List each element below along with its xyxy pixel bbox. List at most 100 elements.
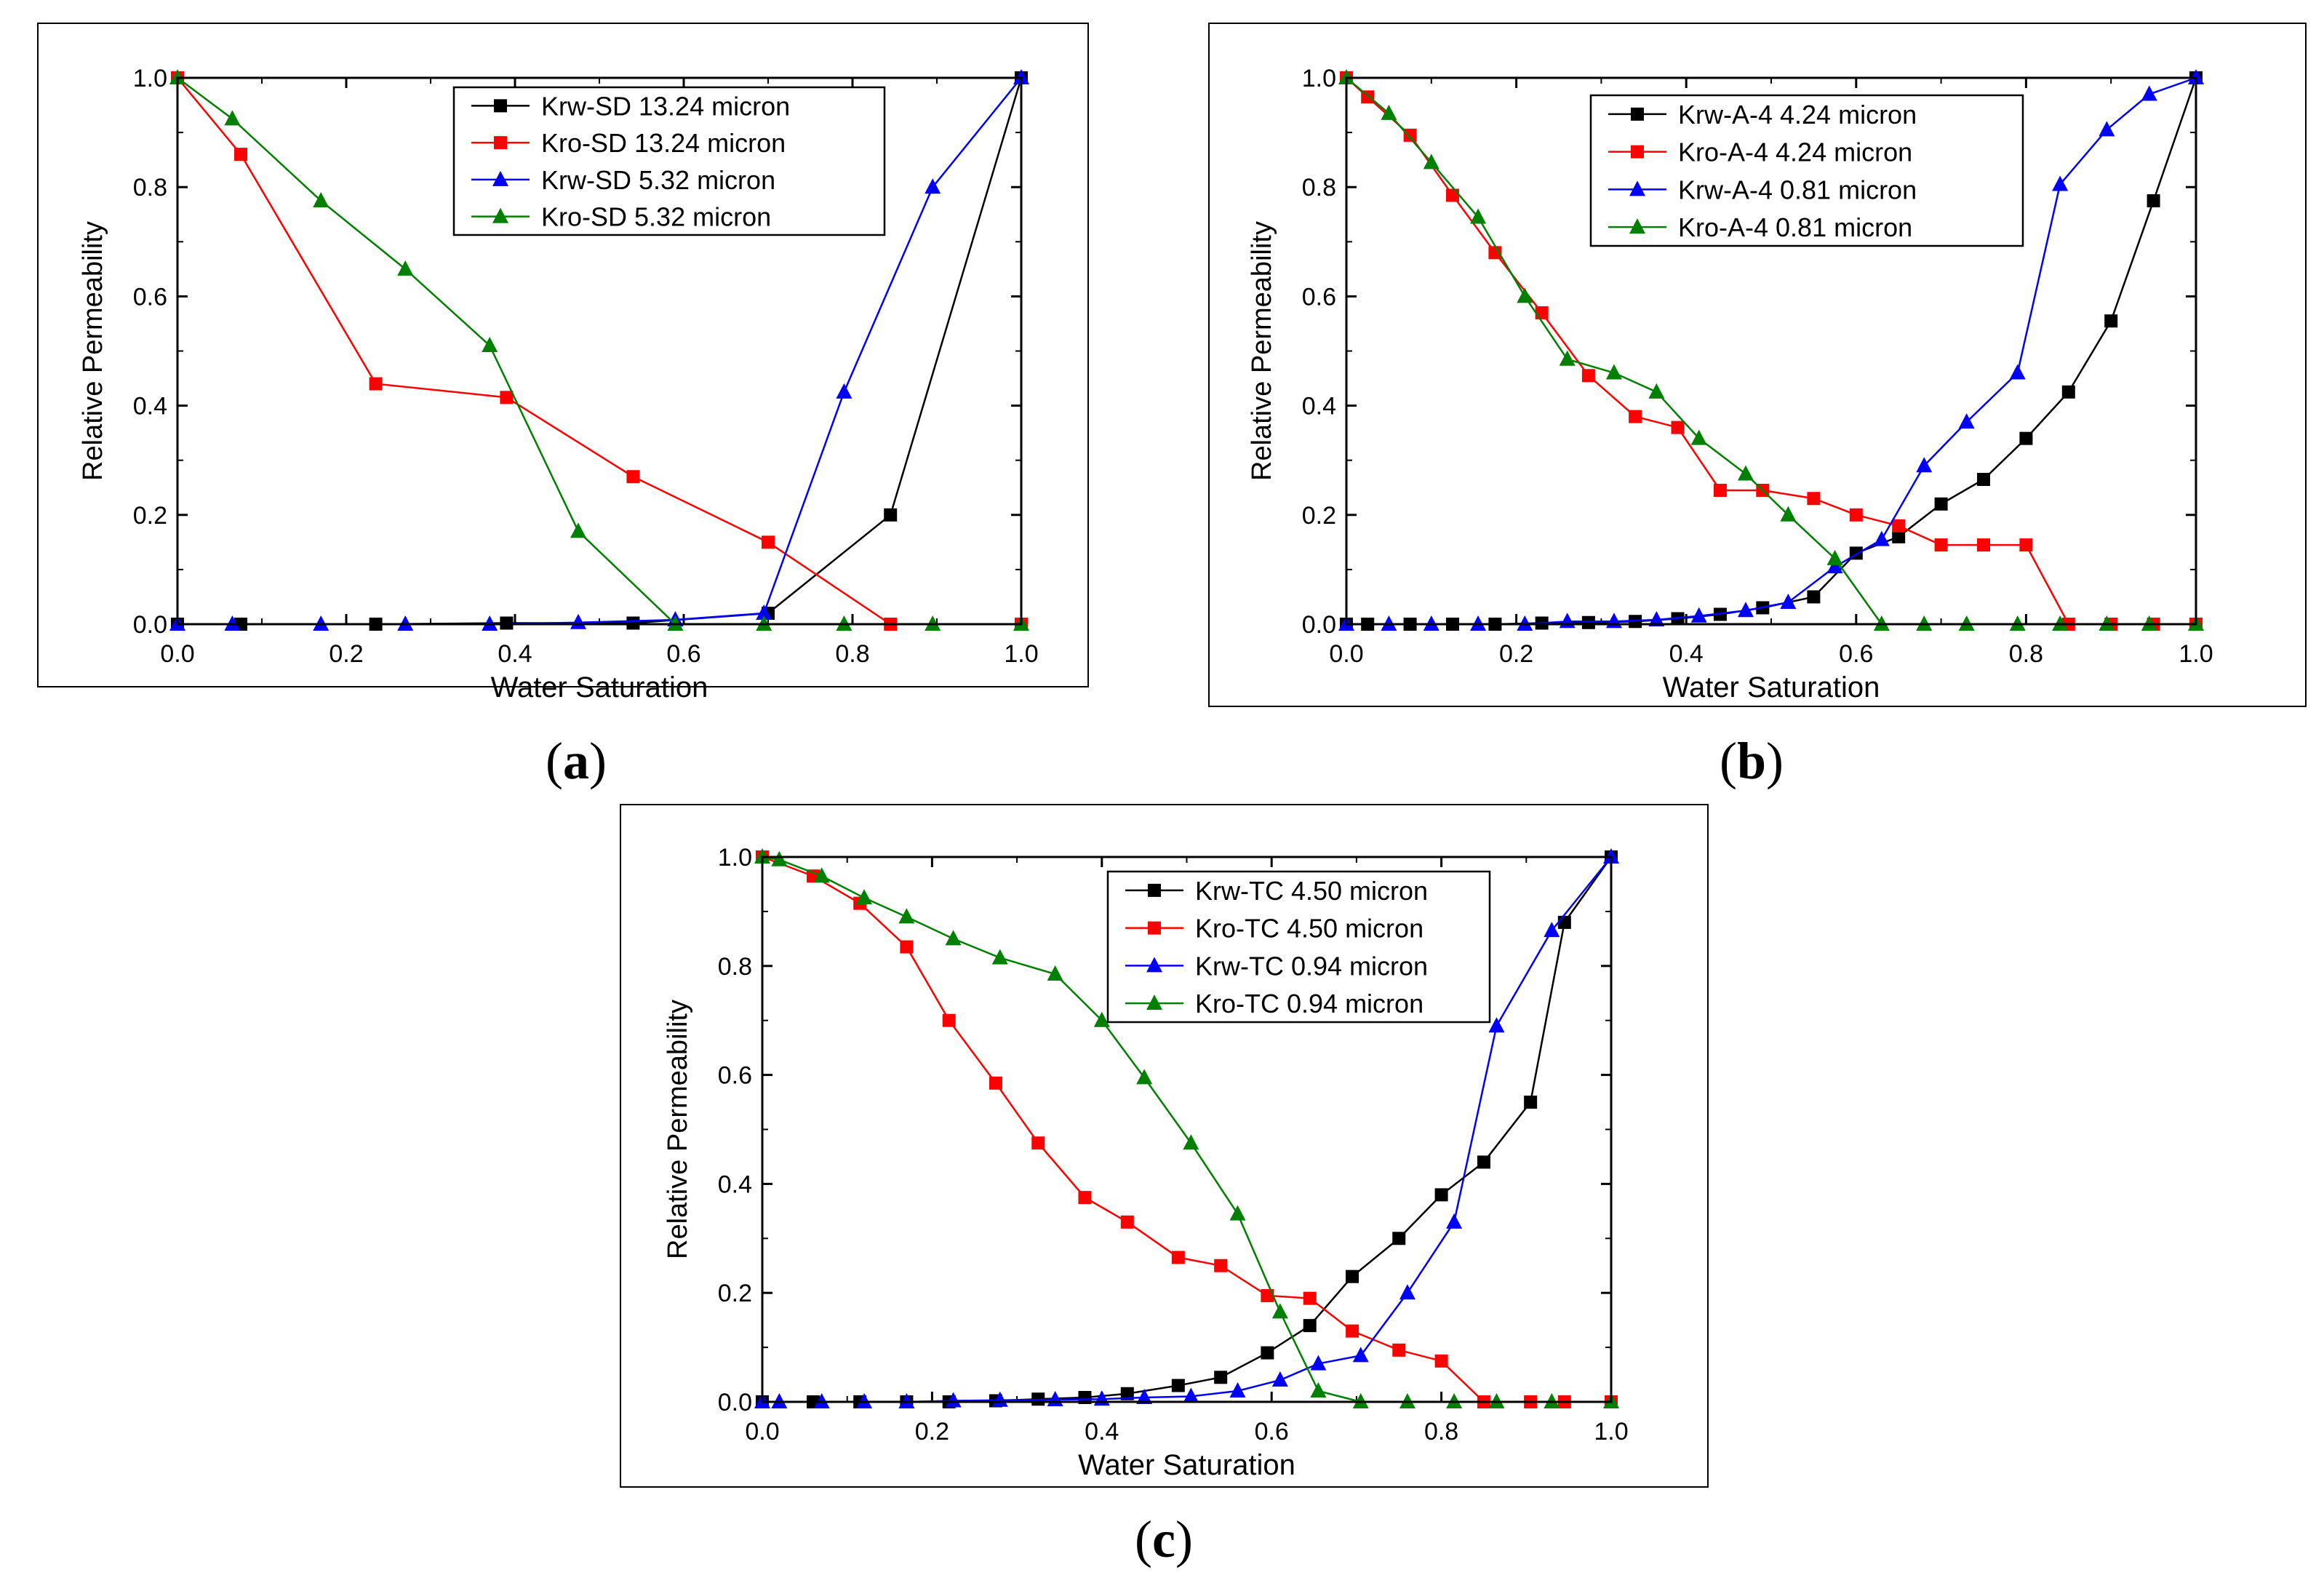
legend-swatch-marker <box>1146 957 1162 973</box>
data-point <box>1873 530 1890 546</box>
data-point <box>1807 590 1821 604</box>
x-tick-label: 0.2 <box>915 1418 949 1446</box>
data-point <box>1261 1346 1274 1360</box>
x-tick-label: 0.0 <box>1329 640 1363 668</box>
legend-entry: Krw-SD 13.24 micron <box>541 91 790 121</box>
legend-entry: Krw-A-4 4.24 micron <box>1678 100 1917 129</box>
data-point <box>1581 615 1595 629</box>
data-point <box>1977 538 1990 552</box>
axis-ticks: 0.0 0.2 0.4 0.6 0.8 1.0 0.0 0.2 0.4 0.6 0.8 1.0 <box>133 65 1039 668</box>
legend: Krw-SD 13.24 micron Kro-SD 13.24 micron Kr… <box>452 86 886 236</box>
y-tick-label: 0.6 <box>133 283 167 311</box>
data-point <box>626 616 640 630</box>
legend-swatch-marker <box>1629 180 1645 196</box>
data-point <box>991 1391 1008 1407</box>
data-point <box>1214 1371 1228 1384</box>
data-point <box>1093 1011 1110 1027</box>
panel-label-c: (c) <box>1135 1510 1193 1568</box>
y-axis-label: Relative Permeability <box>78 221 108 481</box>
y-tick-label: 0.2 <box>133 502 167 530</box>
data-point <box>1934 497 1948 511</box>
data-point <box>1214 1259 1228 1272</box>
data-point <box>1352 1347 1369 1363</box>
data-point <box>570 522 586 538</box>
legend-swatch-marker <box>492 170 508 186</box>
data-point <box>1078 1191 1092 1205</box>
x-tick-label: 1.0 <box>1594 1418 1628 1446</box>
data-point <box>1310 1355 1327 1371</box>
data-point <box>1849 508 1863 522</box>
axis-ticks: 0.0 0.2 0.4 0.6 0.8 1.0 0.0 0.2 0.4 0.6 0.8 1.0 <box>1302 65 2213 668</box>
y-tick-label: 0.4 <box>133 393 167 420</box>
chart-panel-b: 0.0 0.2 0.4 0.6 0.8 1.0 0.0 0.2 0.4 0.6 0.8 1.0 Wate… <box>1208 23 2307 707</box>
legend-swatch-marker <box>492 207 508 223</box>
data-point <box>1892 530 1906 543</box>
data-point <box>1446 188 1459 202</box>
x-tick-label: 0.6 <box>1839 640 1873 668</box>
data-point <box>1559 350 1576 366</box>
data-point <box>1392 1343 1406 1357</box>
data-point <box>1136 1389 1153 1405</box>
data-point <box>1446 1213 1463 1229</box>
x-tick-label: 0.2 <box>329 640 363 668</box>
data-point <box>1303 1291 1317 1305</box>
data-point <box>989 1076 1002 1090</box>
y-tick-label: 0.4 <box>1302 393 1336 420</box>
data-point <box>900 940 914 954</box>
data-point <box>925 178 941 194</box>
panel-label-a: (a) <box>546 732 607 790</box>
data-point <box>1434 1188 1448 1202</box>
data-point <box>234 148 247 162</box>
legend-entry: Kro-SD 13.24 micron <box>541 128 786 158</box>
data-point <box>1488 246 1502 260</box>
data-point <box>626 470 640 484</box>
data-point <box>1229 1382 1246 1398</box>
legend-entry: Krw-TC 0.94 micron <box>1195 951 1428 981</box>
data-point <box>945 930 962 946</box>
data-point <box>756 604 772 620</box>
series-2 <box>171 71 1028 631</box>
y-tick-label: 0.8 <box>133 174 167 202</box>
data-point <box>1271 1371 1288 1387</box>
data-point <box>1713 484 1727 498</box>
data-point <box>1958 413 1975 429</box>
data-point <box>482 336 498 352</box>
x-tick-label: 0.2 <box>1499 640 1533 668</box>
data-point <box>1934 538 1948 552</box>
y-tick-label: 0.8 <box>718 953 752 981</box>
legend-entry: Krw-SD 5.32 micron <box>541 165 775 195</box>
plot-area-border <box>176 76 1023 626</box>
data-point <box>1392 1232 1406 1245</box>
data-point <box>1488 1017 1505 1033</box>
legend: Krw-A-4 4.24 micron Kro-A-4 4.24 micron Kr… <box>1589 94 2024 247</box>
legend-entry: Kro-A-4 0.81 micron <box>1678 212 1912 242</box>
data-point <box>224 110 241 126</box>
legend-entry: Krw-TC 4.50 micron <box>1195 876 1428 906</box>
data-point <box>1544 922 1560 938</box>
x-tick-label: 0.4 <box>1085 1418 1119 1446</box>
x-tick-label: 0.8 <box>835 640 869 668</box>
y-tick-label: 0.0 <box>133 611 167 639</box>
data-point <box>1892 519 1906 533</box>
x-tick-label: 0.8 <box>1424 1418 1458 1446</box>
y-tick-label: 0.8 <box>1302 174 1336 202</box>
y-tick-label: 0.6 <box>718 1062 752 1090</box>
legend-swatch-marker <box>1631 107 1644 121</box>
x-tick-label: 0.0 <box>160 640 194 668</box>
data-point <box>1826 558 1843 574</box>
chart-panel-a: 0.0 0.2 0.4 0.6 0.8 1.0 0.0 0.2 0.4 0.6 0.8 1.0 Wate… <box>37 23 1089 703</box>
x-tick-label: 0.4 <box>498 640 532 668</box>
legend-swatch-marker <box>1629 218 1645 234</box>
legend-entry: Krw-A-4 0.81 micron <box>1678 175 1917 204</box>
data-point <box>762 535 775 549</box>
legend-swatch-marker <box>494 136 507 150</box>
data-point <box>2147 194 2160 207</box>
data-point <box>2009 364 2026 380</box>
x-tick-label: 1.0 <box>2179 640 2213 668</box>
legend-entry: Kro-TC 4.50 micron <box>1195 914 1423 944</box>
data-point <box>2141 85 2157 101</box>
data-point <box>1737 602 1754 618</box>
data-point <box>369 377 383 391</box>
data-point <box>1671 420 1685 434</box>
